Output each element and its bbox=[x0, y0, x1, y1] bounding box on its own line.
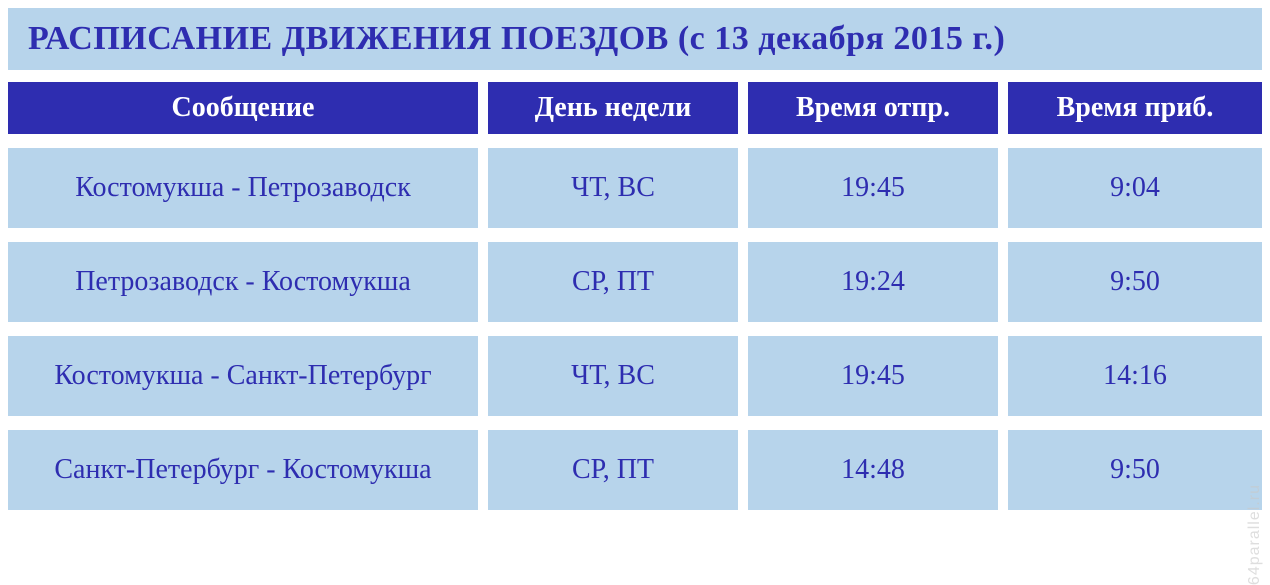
col-header-depart: Время отпр. bbox=[748, 82, 998, 134]
watermark-text: 64parallel.ru bbox=[1246, 484, 1264, 585]
cell-depart: 14:48 bbox=[748, 430, 998, 510]
table-row: Костомукша - Петрозаводск ЧТ, ВС 19:45 9… bbox=[8, 148, 1262, 228]
cell-day: СР, ПТ bbox=[488, 430, 738, 510]
table-header-row: Сообщение День недели Время отпр. Время … bbox=[8, 82, 1262, 134]
cell-day: ЧТ, ВС bbox=[488, 336, 738, 416]
col-header-day: День недели bbox=[488, 82, 738, 134]
table-row: Костомукша - Санкт-Петербург ЧТ, ВС 19:4… bbox=[8, 336, 1262, 416]
cell-route: Санкт-Петербург - Костомукша bbox=[8, 430, 478, 510]
cell-arrive: 9:50 bbox=[1008, 430, 1262, 510]
cell-route: Петрозаводск - Костомукша bbox=[8, 242, 478, 322]
cell-day: СР, ПТ bbox=[488, 242, 738, 322]
cell-arrive: 14:16 bbox=[1008, 336, 1262, 416]
table-row: Петрозаводск - Костомукша СР, ПТ 19:24 9… bbox=[8, 242, 1262, 322]
page-title: РАСПИСАНИЕ ДВИЖЕНИЯ ПОЕЗДОВ (с 13 декабр… bbox=[8, 8, 1262, 70]
cell-arrive: 9:04 bbox=[1008, 148, 1262, 228]
cell-depart: 19:45 bbox=[748, 148, 998, 228]
cell-depart: 19:45 bbox=[748, 336, 998, 416]
cell-route: Костомукша - Санкт-Петербург bbox=[8, 336, 478, 416]
cell-depart: 19:24 bbox=[748, 242, 998, 322]
table-row: Санкт-Петербург - Костомукша СР, ПТ 14:4… bbox=[8, 430, 1262, 510]
cell-arrive: 9:50 bbox=[1008, 242, 1262, 322]
cell-route: Костомукша - Петрозаводск bbox=[8, 148, 478, 228]
col-header-route: Сообщение bbox=[8, 82, 478, 134]
cell-day: ЧТ, ВС bbox=[488, 148, 738, 228]
col-header-arrive: Время приб. bbox=[1008, 82, 1262, 134]
schedule-table: Сообщение День недели Время отпр. Время … bbox=[8, 82, 1262, 510]
